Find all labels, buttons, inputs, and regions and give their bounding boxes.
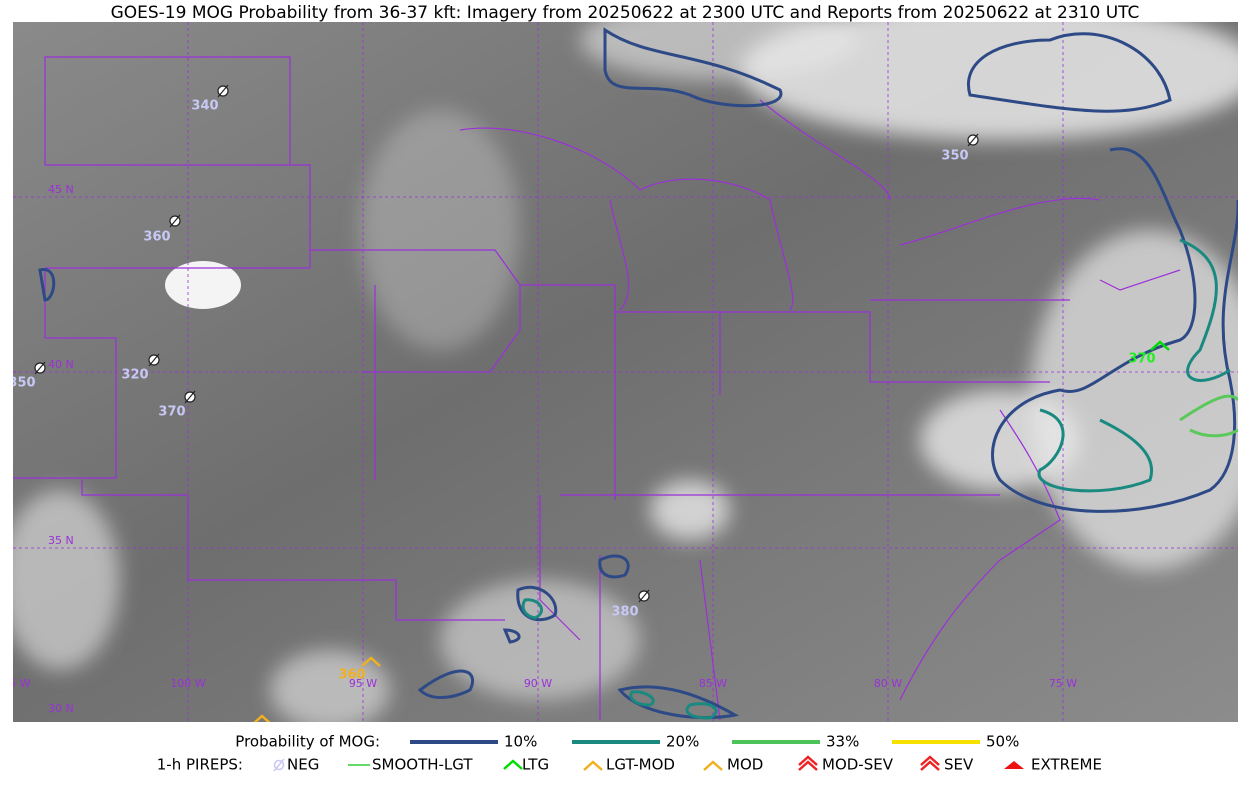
pirep-legend-title: 1-h PIREPS: — [157, 756, 243, 774]
cloud-core — [165, 261, 241, 309]
neg-slash — [217, 84, 229, 98]
pirep-legend-label: SEV — [944, 756, 974, 774]
pirep-altitude: 340 — [191, 99, 218, 114]
neg-slash — [34, 361, 46, 375]
probability-legend-label: 33% — [826, 733, 859, 751]
pirep-hat — [583, 760, 603, 771]
pirep-altitude: 380 — [611, 605, 638, 620]
state-borders — [13, 56, 1181, 721]
pirep-hat — [253, 714, 271, 722]
neg-slash — [638, 589, 650, 603]
pirep-hat — [503, 759, 523, 770]
pirep-altitude: 370 — [1128, 352, 1155, 367]
pirep-hat — [920, 760, 940, 771]
lon-label: 85 W — [699, 677, 727, 690]
pirep-altitude: 350 — [8, 376, 35, 391]
pirep-legend-label: EXTREME — [1031, 756, 1102, 774]
pirep-legend-label: MOD-SEV — [822, 756, 894, 774]
neg-slash — [273, 758, 285, 772]
pirep-hat — [798, 755, 818, 766]
graticule — [13, 22, 1238, 722]
legend: Probability of MOG: 10% 20% 33% 50% 1-h PIREP… — [157, 733, 1102, 774]
pirep-altitude: 350 — [941, 149, 968, 164]
lat-label: 30 N — [48, 702, 74, 715]
extreme-icon — [1004, 761, 1024, 769]
neg-slash — [148, 353, 160, 367]
probability-legend-label: 20% — [666, 733, 699, 751]
map-title: GOES-19 MOG Probability from 36-37 kft: … — [111, 3, 1140, 23]
neg-slash — [184, 390, 196, 404]
pirep-hat — [703, 760, 723, 771]
pirep-hat — [798, 760, 818, 771]
lat-label: 40 N — [48, 358, 74, 371]
pirep-altitude: 320 — [121, 368, 148, 383]
neg-slash — [169, 214, 181, 228]
probability-legend-label: 50% — [986, 733, 1019, 751]
neg-slash — [967, 133, 979, 147]
pirep-altitude: 370 — [158, 405, 185, 420]
lat-label: 35 N — [48, 534, 74, 547]
lat-label: 45 N — [48, 183, 74, 196]
pirep-altitude: 360 — [338, 668, 365, 683]
pirep-legend-label: NEG — [287, 756, 319, 774]
pirep-legend-label: LGT-MOD — [606, 756, 675, 774]
graticule-labels: 45 N 40 N 35 N 30 N 105 W 100 W 95 W 90 W 85 W 80… — [0, 183, 1077, 715]
lon-label: 105 W — [0, 677, 31, 690]
lon-label: 80 W — [874, 677, 902, 690]
neg-icon — [273, 759, 285, 771]
pirep-hat — [920, 755, 940, 766]
pirep-hat — [1150, 340, 1170, 351]
mog-contours — [38, 27, 1238, 720]
lon-label: 100 W — [170, 677, 205, 690]
lon-label: 75 W — [1049, 677, 1077, 690]
probability-legend-title: Probability of MOG: — [235, 733, 380, 751]
pirep-altitude: 360 — [143, 230, 170, 245]
lon-label: 90 W — [524, 677, 552, 690]
pirep-hat — [361, 656, 381, 667]
pirep-legend-label: SMOOTH-LGT — [372, 756, 473, 774]
probability-legend-label: 10% — [504, 733, 537, 751]
pirep-legend-label: MOD — [727, 756, 763, 774]
lon-label: 95 W — [349, 677, 377, 690]
pirep-legend-label: LTG — [522, 756, 549, 774]
